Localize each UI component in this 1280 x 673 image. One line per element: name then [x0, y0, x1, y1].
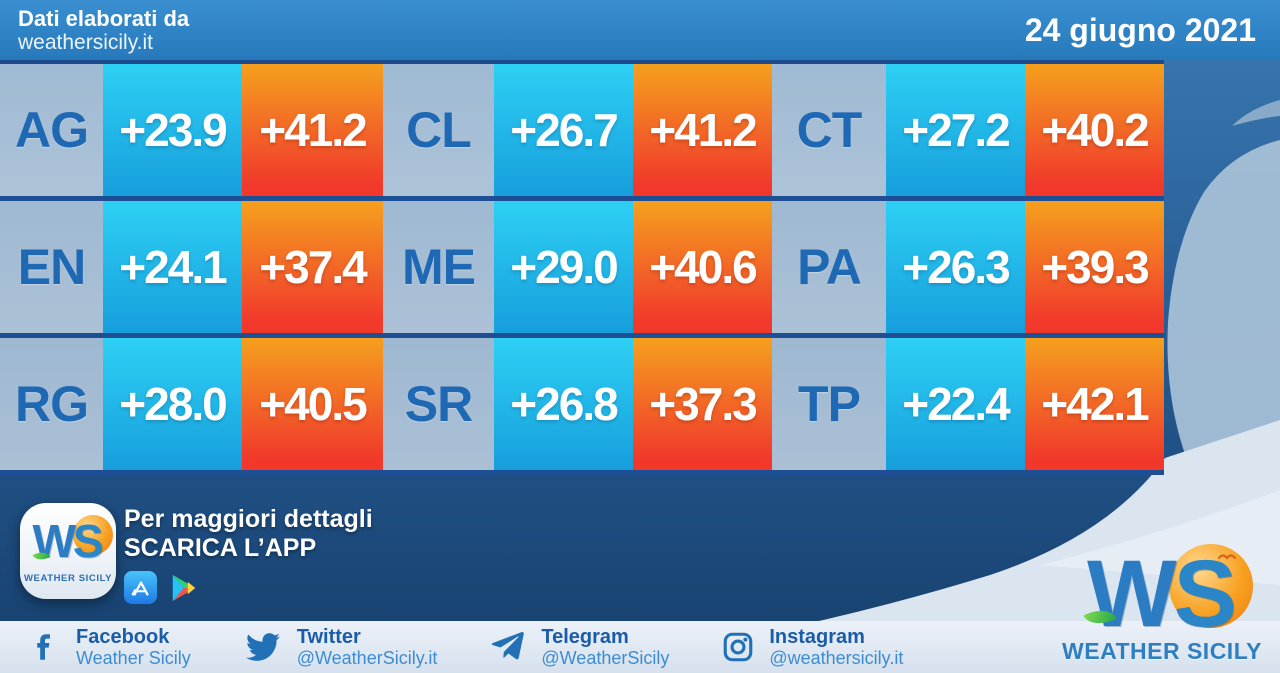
min-temp: +28.0 [103, 338, 242, 470]
min-temp: +23.9 [103, 64, 242, 196]
facebook-icon [37, 634, 50, 660]
min-temp: +24.1 [103, 201, 242, 333]
grid-row-1: AG +23.9 +41.2 CL +26.7 +41.2 CT +27.2 +… [0, 64, 1164, 201]
max-temp: +42.1 [1025, 338, 1164, 470]
telegram-icon [492, 631, 525, 660]
social-bar: Facebook Weather Sicily Twitter @Weather… [0, 621, 1280, 673]
credit-line-1: Dati elaborati da [18, 5, 190, 31]
province-code: TP [772, 338, 886, 470]
min-temp: +29.0 [494, 201, 633, 333]
app-store-icon[interactable] [124, 571, 157, 604]
province-code: CT [772, 64, 886, 196]
promo-line-2: SCARICA L’APP [124, 534, 317, 562]
twitter-icon [245, 633, 280, 661]
brand-name: Weather Sicily [1062, 638, 1262, 664]
max-temp: +41.2 [242, 64, 383, 196]
min-temp: +27.2 [886, 64, 1025, 196]
sun-icon [1169, 543, 1254, 628]
province-code: SR [383, 338, 494, 470]
social-network-label: Facebook [76, 626, 170, 648]
grid-row-3: RG +28.0 +40.5 SR +26.8 +37.3 TP +22.4 +… [0, 338, 1164, 475]
header-bar: Dati elaborati da weathersicily.it 24 gi… [0, 0, 1280, 60]
ws-logo-w: W [1086, 540, 1177, 647]
province-code: CL [383, 64, 494, 196]
weather-sicily-logo: W S Weather Sicily [1062, 541, 1262, 665]
province-code: RG [0, 338, 103, 470]
min-temp: +26.8 [494, 338, 633, 470]
social-item-instagram[interactable]: Instagram @weathersicily.it [721, 626, 903, 668]
social-item-telegram[interactable]: Telegram @WeatherSicily [489, 626, 669, 668]
min-temp: +22.4 [886, 338, 1025, 470]
grid-row-2: EN +24.1 +37.4 ME +29.0 +40.6 PA +26.3 +… [0, 201, 1164, 338]
ws-logo-w: W [32, 515, 75, 567]
max-temp: +37.3 [633, 338, 772, 470]
max-temp: +40.6 [633, 201, 772, 333]
max-temp: +40.2 [1025, 64, 1164, 196]
temperature-grid: AG +23.9 +41.2 CL +26.7 +41.2 CT +27.2 +… [0, 60, 1164, 475]
max-temp: +37.4 [242, 201, 383, 333]
province-code: ME [383, 201, 494, 333]
instagram-icon [724, 632, 753, 662]
social-handle: Weather Sicily [76, 648, 191, 668]
social-item-facebook[interactable]: Facebook Weather Sicily [28, 626, 191, 668]
app-promo: Per maggiori dettagli SCARICA L’APP [124, 505, 373, 604]
ws-logo-s: S [72, 515, 104, 567]
min-temp: +26.3 [886, 201, 1025, 333]
province-code: EN [0, 201, 103, 333]
social-network-label: Twitter [296, 626, 361, 648]
max-temp: +40.5 [242, 338, 383, 470]
social-handle: @WeatherSicily.it [296, 648, 438, 668]
province-code: AG [0, 64, 103, 196]
app-icon-caption: Weather Sicily [23, 573, 113, 584]
data-credit: Dati elaborati da weathersicily.it [18, 5, 190, 54]
promo-line-1: Per maggiori dettagli [124, 505, 373, 533]
province-code: PA [772, 201, 886, 333]
social-item-twitter[interactable]: Twitter @WeatherSicily.it [243, 626, 438, 668]
max-temp: +41.2 [633, 64, 772, 196]
max-temp: +39.3 [1025, 201, 1164, 333]
birds-icon [1217, 553, 1237, 560]
social-handle: @weathersicily.it [769, 648, 904, 668]
credit-line-2: weathersicily.it [18, 30, 153, 54]
sun-icon [72, 515, 113, 555]
google-play-icon[interactable] [167, 571, 200, 604]
ws-app-icon[interactable]: W S Weather Sicily [20, 503, 116, 599]
social-network-label: Telegram [541, 626, 629, 648]
date-label: 24 giugno 2021 [1024, 11, 1256, 48]
social-handle: @WeatherSicily [541, 648, 670, 668]
social-network-label: Instagram [769, 626, 865, 648]
min-temp: +26.7 [494, 64, 633, 196]
